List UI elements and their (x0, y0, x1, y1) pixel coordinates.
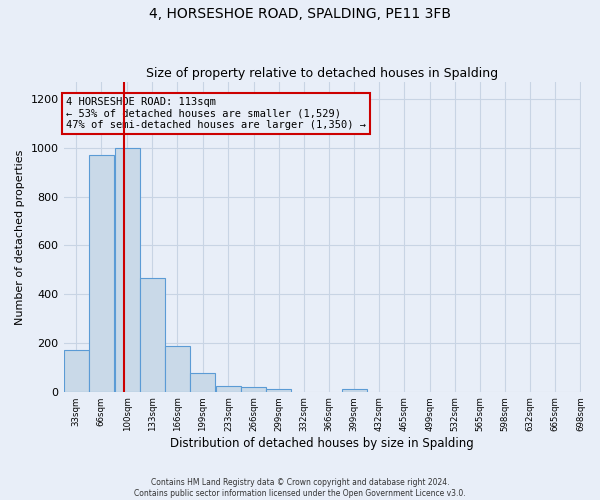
Bar (140, 278, 165, 392)
X-axis label: Distribution of detached houses by size in Spalding: Distribution of detached houses by size … (170, 437, 474, 450)
Text: 4 HORSESHOE ROAD: 113sqm
← 53% of detached houses are smaller (1,529)
47% of sem: 4 HORSESHOE ROAD: 113sqm ← 53% of detach… (66, 96, 366, 130)
Y-axis label: Number of detached properties: Number of detached properties (15, 149, 25, 324)
Bar (64, 350, 89, 392)
Bar (89, 155, 114, 392)
Bar (341, 390, 367, 392)
Title: Size of property relative to detached houses in Spalding: Size of property relative to detached ho… (146, 66, 498, 80)
Text: 4, HORSESHOE ROAD, SPALDING, PE11 3FB: 4, HORSESHOE ROAD, SPALDING, PE11 3FB (149, 8, 451, 22)
Bar (216, 386, 241, 392)
Bar (266, 390, 292, 392)
Bar (115, 148, 140, 392)
Bar (165, 346, 190, 392)
Bar (241, 388, 266, 392)
Text: Contains HM Land Registry data © Crown copyright and database right 2024.
Contai: Contains HM Land Registry data © Crown c… (134, 478, 466, 498)
Bar (190, 374, 215, 392)
